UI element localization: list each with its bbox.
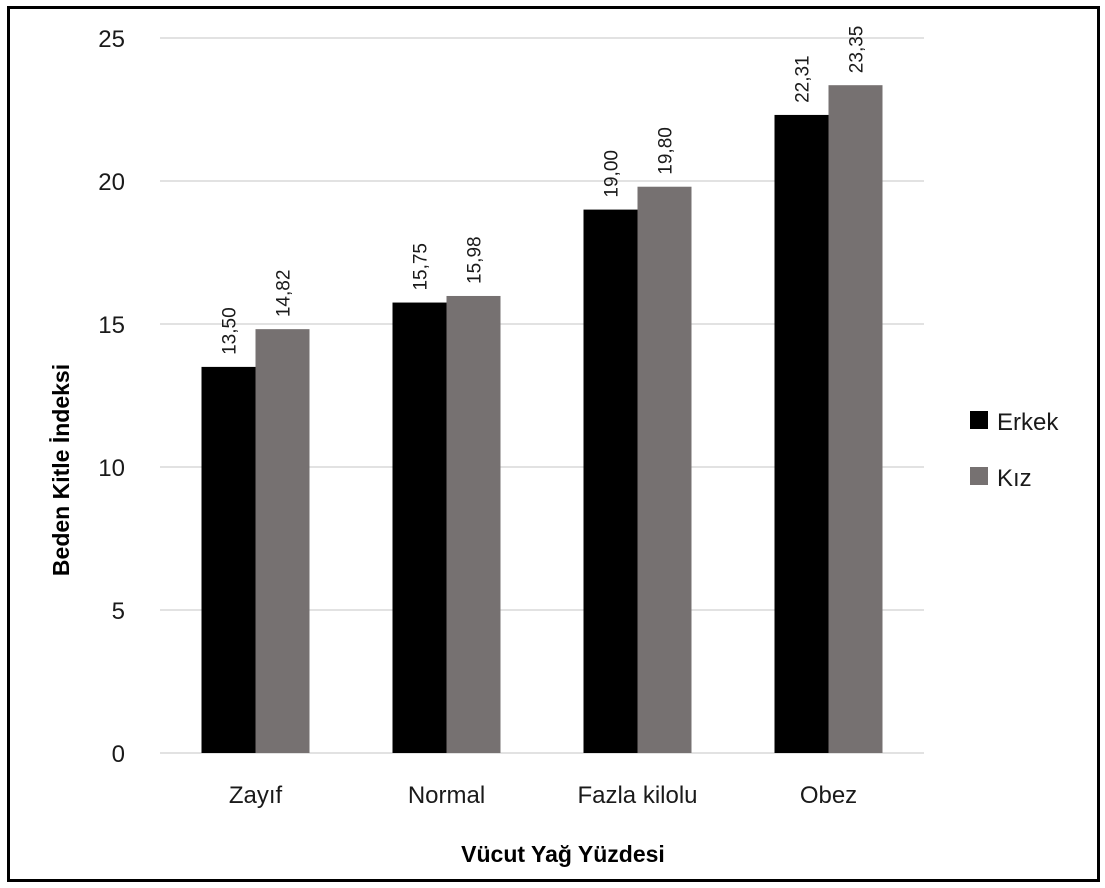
x-tick-label: Obez bbox=[800, 782, 857, 809]
data-label: 23,35 bbox=[847, 26, 868, 74]
data-label: 13,50 bbox=[220, 307, 241, 355]
legend-swatch bbox=[970, 467, 988, 485]
y-axis-ticks: 0 5 10 15 20 25 bbox=[98, 26, 125, 768]
bar-kız-1 bbox=[446, 295, 501, 753]
data-label: 19,00 bbox=[602, 150, 623, 198]
bar-erkek-1 bbox=[392, 302, 447, 753]
legend-label: Erkek bbox=[997, 409, 1059, 436]
chart-frame bbox=[7, 6, 1100, 882]
y-tick-label: 15 bbox=[98, 312, 125, 339]
x-tick-label: Zayıf bbox=[229, 782, 283, 809]
legend: Erkek Kız bbox=[970, 409, 1059, 492]
bar-kız-0 bbox=[255, 329, 310, 753]
data-label: 19,80 bbox=[656, 127, 677, 175]
data-label: 15,75 bbox=[411, 243, 432, 291]
bar-erkek-3 bbox=[774, 114, 829, 753]
data-label: 14,82 bbox=[274, 270, 295, 318]
bar-erkek-2 bbox=[583, 209, 638, 754]
x-axis-ticks: Zayıf Normal Fazla kilolu Obez bbox=[229, 782, 857, 809]
bars bbox=[201, 85, 883, 754]
bar-kız-3 bbox=[828, 85, 883, 753]
y-tick-label: 5 bbox=[112, 598, 125, 625]
x-axis-title: Vücut Yağ Yüzdesi bbox=[461, 841, 665, 867]
y-tick-label: 0 bbox=[112, 741, 125, 768]
legend-label: Kız bbox=[997, 465, 1032, 492]
legend-swatch bbox=[970, 411, 988, 429]
y-tick-label: 10 bbox=[98, 455, 125, 482]
data-label: 15,98 bbox=[465, 236, 486, 284]
y-axis-title: Beden Kitle İndeksi bbox=[48, 364, 74, 576]
y-tick-label: 20 bbox=[98, 169, 125, 196]
x-tick-label: Normal bbox=[408, 782, 485, 809]
bar-erkek-0 bbox=[201, 366, 256, 753]
data-labels: 13,50 14,82 15,75 15,98 19,00 19,80 22,31 23,35 bbox=[220, 26, 868, 355]
data-label: 22,31 bbox=[793, 55, 814, 103]
x-tick-label: Fazla kilolu bbox=[577, 782, 697, 809]
y-tick-label: 25 bbox=[98, 26, 125, 53]
bar-kız-2 bbox=[637, 186, 692, 754]
